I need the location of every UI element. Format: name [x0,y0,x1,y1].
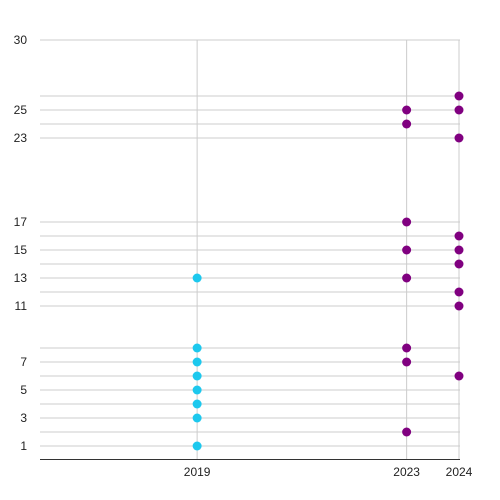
data-point-1-0 [402,427,412,437]
data-point-1-1 [402,357,412,367]
x-tick-label-2024: 2024 [446,465,473,479]
data-point-0-4 [192,371,202,381]
y-tick-label-30: 30 [14,33,28,47]
y-tick-label-13: 13 [14,271,28,285]
data-point-0-5 [192,357,202,367]
data-point-1-3 [402,273,412,283]
data-point-1-12 [454,245,464,255]
data-points [192,91,464,451]
x-tick-label-2019: 2019 [184,465,211,479]
data-point-0-2 [192,399,202,409]
horizontal-gridlines [40,39,460,447]
data-point-1-6 [402,119,412,129]
data-point-0-0 [192,441,202,451]
y-tick-label-7: 7 [20,355,27,369]
y-tick-label-15: 15 [14,243,28,257]
data-point-1-10 [454,287,464,297]
data-point-0-1 [192,413,202,423]
y-tick-label-1: 1 [20,439,27,453]
data-point-1-5 [402,217,412,227]
y-tick-label-25: 25 [14,103,28,117]
data-point-1-9 [454,301,464,311]
y-tick-label-11: 11 [15,299,28,313]
data-point-1-13 [454,231,464,241]
x-tick-label-2023: 2023 [393,465,420,479]
y-tick-label-23: 23 [14,131,28,145]
data-point-1-11 [454,259,464,269]
x-axis-tick-labels: 2019 2023 2024 [184,465,473,479]
data-point-1-15 [454,105,464,115]
data-point-1-8 [454,371,464,381]
data-point-1-7 [402,105,412,115]
data-point-1-4 [402,245,412,255]
data-point-1-14 [454,133,464,143]
y-tick-label-17: 17 [14,215,28,229]
data-point-1-2 [402,343,412,353]
data-point-0-6 [192,343,202,353]
data-point-0-7 [192,273,202,283]
data-point-0-3 [192,385,202,395]
data-point-1-16 [454,91,464,101]
y-tick-label-3: 3 [20,411,27,425]
y-tick-label-5: 5 [20,383,27,397]
